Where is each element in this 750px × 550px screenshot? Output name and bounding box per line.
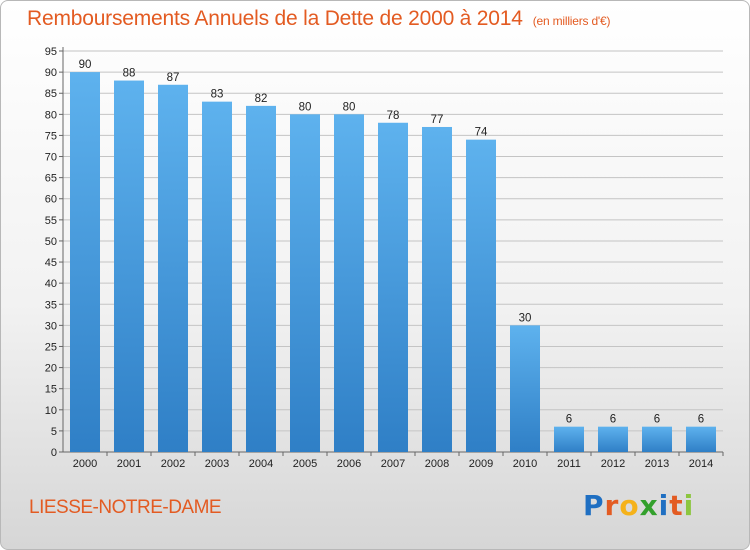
y-tick-label: 95 <box>45 46 57 58</box>
data-label: 87 <box>167 72 180 84</box>
y-tick-label: 70 <box>45 152 57 164</box>
x-tick-label: 2013 <box>645 458 669 470</box>
y-tick-label: 45 <box>45 257 57 269</box>
bar <box>422 126 452 453</box>
proxiti-logo: Proxiti <box>583 489 694 522</box>
logo-letter: t <box>669 489 684 522</box>
x-tick-label: 2010 <box>513 458 537 470</box>
logo-letter: x <box>639 489 659 522</box>
y-tick-label: 25 <box>45 341 57 353</box>
data-label: 82 <box>255 93 268 105</box>
chart-title: Remboursements Annuels de la Dette de 20… <box>27 7 610 31</box>
data-label: 80 <box>343 101 356 113</box>
bar <box>202 101 232 452</box>
chart-title-text: Remboursements Annuels de la Dette de 20… <box>27 7 523 30</box>
data-label: 77 <box>431 114 444 126</box>
bar <box>686 426 716 452</box>
data-label: 78 <box>387 110 400 122</box>
y-tick-label: 60 <box>45 194 57 206</box>
y-tick-label: 10 <box>45 405 57 417</box>
bar <box>510 325 540 452</box>
data-label: 6 <box>654 414 660 426</box>
bar <box>290 114 320 452</box>
x-tick-label: 2007 <box>381 458 405 470</box>
logo-letter: o <box>619 489 640 522</box>
data-label: 88 <box>123 68 136 80</box>
bar <box>114 80 144 453</box>
data-label: 80 <box>299 101 312 113</box>
chart-unit: (en milliers d'€) <box>532 14 611 28</box>
y-tick-label: 15 <box>45 384 57 396</box>
bar <box>642 426 672 452</box>
bars: 90 88 87 83 82 80 80 78 77 74 30 6 6 6 6 <box>70 59 716 453</box>
y-tick-label: 90 <box>45 67 57 79</box>
logo-letter: r <box>604 489 620 522</box>
data-label: 6 <box>610 414 616 426</box>
logo-letter: i <box>683 489 695 522</box>
logo-letter: i <box>658 489 670 522</box>
data-label: 6 <box>698 414 704 426</box>
x-tick-label: 2003 <box>205 458 229 470</box>
x-tick-label: 2008 <box>425 458 449 470</box>
y-tick-label: 65 <box>45 173 57 185</box>
bar <box>334 114 364 452</box>
bar <box>378 122 408 452</box>
y-tick-label: 80 <box>45 109 57 121</box>
data-label: 90 <box>79 59 92 71</box>
data-label: 6 <box>566 414 572 426</box>
x-tick-label: 2014 <box>689 458 713 470</box>
y-tick-label: 55 <box>45 215 57 227</box>
logo-letter: P <box>583 489 605 522</box>
data-label: 74 <box>475 127 488 139</box>
y-tick-label: 85 <box>45 88 57 100</box>
bar <box>158 84 188 452</box>
x-tick-label: 2002 <box>161 458 185 470</box>
x-tick-label: 2009 <box>469 458 493 470</box>
bar <box>554 426 584 452</box>
y-tick-label: 40 <box>45 278 57 290</box>
bar <box>466 139 496 453</box>
place-name: LIESSE-NOTRE-DAME <box>29 497 222 518</box>
bar <box>598 426 628 452</box>
x-tick-label: 2006 <box>337 458 361 470</box>
bar <box>70 72 100 453</box>
y-tick-label: 50 <box>45 236 57 248</box>
y-tick-label: 5 <box>51 426 57 438</box>
y-tick-label: 35 <box>45 299 57 311</box>
x-tick-label: 2005 <box>293 458 317 470</box>
x-tick-label: 2011 <box>557 458 581 470</box>
y-tick-label: 75 <box>45 130 57 142</box>
y-tick-label: 30 <box>45 320 57 332</box>
x-tick-label: 2012 <box>601 458 625 470</box>
x-tick-label: 2001 <box>117 458 141 470</box>
bar <box>246 105 276 452</box>
data-label: 83 <box>211 89 224 101</box>
y-tick-label: 0 <box>51 447 57 459</box>
x-tick-label: 2004 <box>249 458 273 470</box>
data-label: 30 <box>519 312 532 324</box>
y-tick-label: 20 <box>45 363 57 375</box>
x-tick-label: 2000 <box>73 458 97 470</box>
